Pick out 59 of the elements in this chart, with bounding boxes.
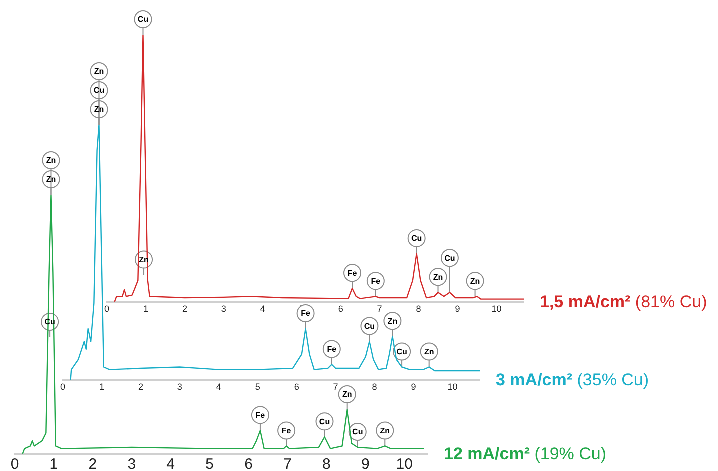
x-tick-label: 5 <box>255 382 260 392</box>
x-tick-label: 2 <box>138 382 144 392</box>
x-tick-label: 8 <box>416 304 422 314</box>
annotation: Zn <box>424 347 434 356</box>
x-tick-label: 10 <box>396 456 413 471</box>
x-tick-label: 2 <box>182 304 188 314</box>
annotation: Zn <box>380 426 390 436</box>
annotation: Zn <box>46 156 56 166</box>
x-tick-label: 0 <box>104 304 110 314</box>
annotation: Cu <box>396 347 408 356</box>
x-tick-label: 8 <box>322 456 331 471</box>
x-tick-label: 1 <box>143 304 148 314</box>
x-tick-label: 6 <box>338 304 344 314</box>
annotation: Cu <box>319 417 330 426</box>
annotation: Cu <box>138 15 149 24</box>
x-tick-label: 3 <box>177 382 182 392</box>
annotation: Zn <box>46 175 56 184</box>
annotation: Zn <box>342 390 352 400</box>
annotation: Zn <box>470 276 480 286</box>
x-tick-label: 4 <box>216 382 222 392</box>
x-tick-label: 3 <box>128 456 136 471</box>
x-tick-label: 5 <box>206 456 214 471</box>
annotation: Cu <box>444 254 456 263</box>
x-tick-label: 3 <box>221 304 226 314</box>
x-tick-label: 4 <box>260 304 266 314</box>
annotation: Zn <box>433 272 444 282</box>
x-tick-label: 0 <box>60 382 66 392</box>
x-tick-label: 1 <box>50 456 58 471</box>
x-tick-label: 9 <box>411 382 416 392</box>
annotation: Fe <box>371 276 382 286</box>
annotation: Fe <box>256 410 266 420</box>
annotation: Fe <box>301 309 312 318</box>
x-tick-label: 10 <box>492 304 502 314</box>
series-label: 3 mA/cm² (35% Cu) <box>496 370 650 390</box>
x-tick-label: 7 <box>333 382 338 392</box>
x-tick-label: 4 <box>166 456 176 471</box>
annotation: Fe <box>327 344 338 354</box>
annotation: Cu <box>411 234 422 244</box>
annotation: Fe <box>348 268 358 278</box>
x-tick-label: 9 <box>455 304 460 314</box>
x-tick-label: 9 <box>361 456 370 471</box>
x-tick-label: 1 <box>99 382 104 392</box>
annotation: Cu <box>352 428 364 437</box>
annotation: Zn <box>94 67 104 76</box>
annotation: Zn <box>388 316 398 326</box>
annotation: Cu <box>364 322 376 331</box>
series-label: 1,5 mA/cm² (81% Cu) <box>540 292 708 312</box>
x-tick-label: 7 <box>377 304 382 314</box>
x-tick-label: 6 <box>294 382 300 392</box>
annotation: Zn <box>94 105 104 114</box>
x-tick-label: 0 <box>10 456 20 471</box>
x-tick-label: 8 <box>372 382 378 392</box>
series-label: 12 mA/cm² (19% Cu) <box>444 444 607 464</box>
x-tick-label: 7 <box>284 456 292 471</box>
annotation: Fe <box>282 426 292 436</box>
x-tick-label: 2 <box>88 456 98 471</box>
annotation: Cu <box>94 86 105 96</box>
x-tick-label: 10 <box>448 382 458 392</box>
x-tick-label: 6 <box>244 456 253 471</box>
